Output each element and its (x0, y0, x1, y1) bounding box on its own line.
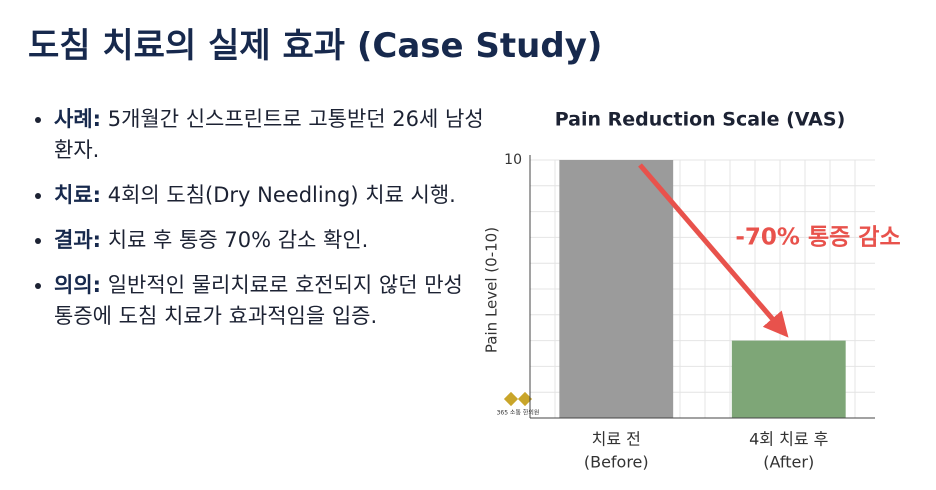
y-tick-label: 10 (504, 152, 522, 168)
x-tick-label: 4회 치료 후 (749, 430, 828, 449)
bullet-list: 사례: 5개월간 신스프린트로 고통받던 26세 남성 환자. 치료: 4회의 … (28, 104, 484, 346)
bullet-text: 치료 후 통증 70% 감소 확인. (107, 228, 369, 252)
logo-icon (503, 391, 519, 407)
bullet: 결과: 치료 후 통증 70% 감소 확인. (54, 225, 484, 256)
bullet-text: 일반적인 물리치료로 호전되지 않던 만성 통증에 도침 치료가 효과적임을 입… (54, 273, 463, 328)
annotation: -70% 통증 감소 (735, 225, 900, 251)
logo-text: 365 소통 한의원 (497, 409, 540, 417)
y-axis-label: Pain Level (0-10) (483, 227, 501, 353)
x-tick-label: 치료 전 (592, 430, 641, 449)
bullet-label: 결과: (54, 228, 102, 252)
x-tick-label: (After) (763, 453, 814, 472)
page-title: 도침 치료의 실제 효과 (Case Study) (28, 26, 603, 66)
chart-title: Pain Reduction Scale (VAS) (555, 109, 846, 131)
logo-icon (517, 391, 533, 407)
bar (731, 340, 846, 418)
annotation-arrow (638, 163, 789, 338)
chart: Pain Reduction Scale (VAS) Pain Level (0… (483, 109, 901, 472)
x-tick-label: (Before) (584, 453, 649, 472)
bar (559, 160, 674, 418)
bullet-label: 사례: (54, 107, 102, 131)
bullet: 사례: 5개월간 신스프린트로 고통받던 26세 남성 환자. (54, 104, 484, 166)
bullet-text: 5개월간 신스프린트로 고통받던 26세 남성 환자. (54, 107, 484, 162)
bullet: 의의: 일반적인 물리치료로 호전되지 않던 만성 통증에 도침 치료가 효과적… (54, 270, 484, 332)
bullet-label: 의의: (54, 273, 102, 297)
bullet-text: 4회의 도침(Dry Needling) 치료 시행. (107, 183, 456, 207)
bullet: 치료: 4회의 도침(Dry Needling) 치료 시행. (54, 180, 484, 211)
bullet-label: 치료: (54, 183, 102, 207)
